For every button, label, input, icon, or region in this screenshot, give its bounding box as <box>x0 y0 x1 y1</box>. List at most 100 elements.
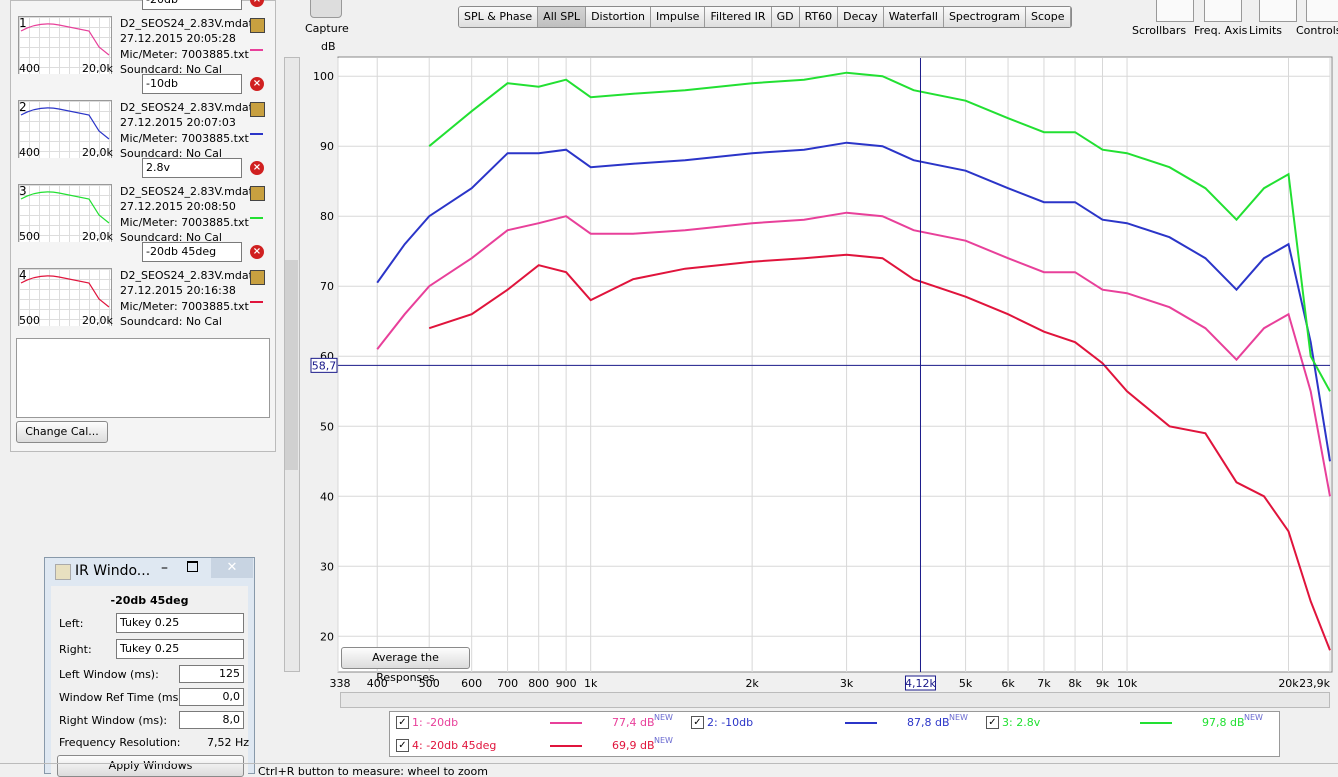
legend-checkbox[interactable]: ✓ <box>396 739 409 752</box>
right-combo[interactable]: Tukey 0.25 <box>116 639 244 659</box>
thumbnail-plot <box>20 275 110 308</box>
legend-swatch <box>1140 722 1172 724</box>
color-icon[interactable] <box>250 289 263 303</box>
right-window-field[interactable]: 8,0 <box>179 711 244 729</box>
status-bar: Ctrl+R button to measure; wheel to zoom <box>0 763 1338 775</box>
tab[interactable]: Scope <box>1026 7 1071 27</box>
legend-checkbox[interactable]: ✓ <box>396 716 409 729</box>
resolution-label: Frequency Resolution: <box>59 736 181 749</box>
thumbnail-curve <box>20 107 110 140</box>
thumb-low: 400 <box>19 62 40 74</box>
tab[interactable]: RT60 <box>799 7 839 27</box>
name-field[interactable]: -20db 45deg <box>142 242 242 262</box>
capture-label[interactable]: Capture <box>305 22 349 35</box>
tab[interactable]: Decay <box>838 7 884 27</box>
date: 27.12.2015 20:08:50 <box>120 200 236 213</box>
ir-window: IR Windo... – ✕ -20db 45deg Left: Tukey … <box>44 557 255 777</box>
legend-badge: NEW <box>654 713 673 722</box>
tool-label[interactable]: Limits <box>1249 24 1282 37</box>
scroll-thumb[interactable] <box>285 260 298 470</box>
tool-icon[interactable] <box>1156 0 1194 22</box>
soundcard: Soundcard: No Cal <box>120 63 222 74</box>
tab[interactable]: SPL & Phase <box>459 7 539 27</box>
y-tick-label: 70 <box>320 280 334 293</box>
edit-icon[interactable] <box>250 186 265 201</box>
tool-icon[interactable] <box>1259 0 1297 22</box>
color-icon[interactable] <box>250 121 263 135</box>
edit-icon[interactable] <box>250 102 265 117</box>
legend-checkbox[interactable]: ✓ <box>691 716 704 729</box>
edit-icon[interactable] <box>250 270 265 285</box>
capture-icon[interactable] <box>310 0 342 18</box>
entry-index: 2 <box>19 100 27 114</box>
legend-swatch <box>550 722 582 724</box>
tab[interactable]: Spectrogram <box>943 7 1027 27</box>
x-tick-label: 400 <box>367 677 388 690</box>
measurement-entry: -10db × 2 400 20,0k D2_SEOS24_2.83V.mdat 27.12… <box>10 74 276 158</box>
y-tick-label: 40 <box>320 490 334 503</box>
left-combo[interactable]: Tukey 0.25 <box>116 613 244 633</box>
thumbnail-plot <box>20 107 110 140</box>
mic: Mic/Meter: 7003885.txt <box>120 216 249 229</box>
tab[interactable]: Waterfall <box>883 7 944 27</box>
thumbnail-plot <box>20 23 110 56</box>
series-line <box>376 211 1331 497</box>
thumb-low: 500 <box>19 230 40 242</box>
color-icon[interactable] <box>250 37 263 51</box>
close-button[interactable]: ✕ <box>211 558 253 578</box>
minimize-button[interactable]: – <box>161 560 168 576</box>
thumbnail-curve <box>20 23 110 56</box>
tool-icon[interactable] <box>1204 0 1242 22</box>
y-axis-label: dB <box>321 40 336 53</box>
x-tick-label: 900 <box>556 677 577 690</box>
series-line <box>428 253 1331 651</box>
entry-index: 1 <box>19 16 27 30</box>
maximize-button[interactable] <box>187 561 198 572</box>
tool-label[interactable]: Controls <box>1296 24 1338 37</box>
notes-box[interactable] <box>16 338 270 418</box>
x-tick-label: 338 <box>330 677 351 690</box>
legend-value: 77,4 dB <box>612 716 655 729</box>
average-button[interactable]: Average the Responses <box>341 647 470 684</box>
legend-badge: NEW <box>654 736 673 745</box>
ref-time-field[interactable]: 0,0 <box>179 688 244 706</box>
thumbnail-curve <box>20 191 110 224</box>
x-tick-label: 600 <box>461 677 482 690</box>
horizontal-scrollbar[interactable] <box>340 692 1330 708</box>
edit-icon[interactable] <box>250 18 265 33</box>
window-title: IR Windo... <box>75 563 151 579</box>
remove-button[interactable]: × <box>250 245 264 259</box>
y-tick-label: 50 <box>320 420 334 433</box>
cursor-x-box <box>904 675 936 691</box>
tool-icon[interactable] <box>1306 0 1338 22</box>
color-icon[interactable] <box>250 205 263 219</box>
legend-value: 97,8 dB <box>1202 716 1245 729</box>
left-label: Left: <box>59 617 84 630</box>
tool-label[interactable]: Scrollbars <box>1132 24 1187 37</box>
ref-time-label: Window Ref Time (ms): <box>59 691 187 704</box>
name-field[interactable]: -20db <box>142 0 242 10</box>
name-field[interactable]: 2.8v <box>142 158 242 178</box>
tab[interactable]: Filtered IR <box>705 7 772 27</box>
tab[interactable]: Impulse <box>650 7 706 27</box>
tab[interactable]: GD <box>771 7 800 27</box>
remove-button[interactable]: × <box>250 77 264 91</box>
entry-index: 4 <box>19 268 27 282</box>
file-name: D2_SEOS24_2.83V.mdat <box>120 269 253 282</box>
tab[interactable]: All SPL <box>538 7 587 27</box>
tool-label[interactable]: Freq. Axis <box>1194 24 1248 37</box>
change-cal-button[interactable]: Change Cal... <box>16 421 108 443</box>
x-tick-label: 1k <box>584 677 598 690</box>
date: 27.12.2015 20:16:38 <box>120 284 236 297</box>
remove-button[interactable]: × <box>250 0 264 7</box>
legend-swatch <box>845 722 877 724</box>
file-name: D2_SEOS24_2.83V.mdat <box>120 101 253 114</box>
legend-badge: NEW <box>1244 713 1263 722</box>
remove-button[interactable]: × <box>250 161 264 175</box>
tab[interactable]: Distortion <box>586 7 651 27</box>
left-window-field[interactable]: 125 <box>179 665 244 683</box>
legend-checkbox[interactable]: ✓ <box>986 716 999 729</box>
name-field[interactable]: -10db <box>142 74 242 94</box>
mic: Mic/Meter: 7003885.txt <box>120 300 249 313</box>
